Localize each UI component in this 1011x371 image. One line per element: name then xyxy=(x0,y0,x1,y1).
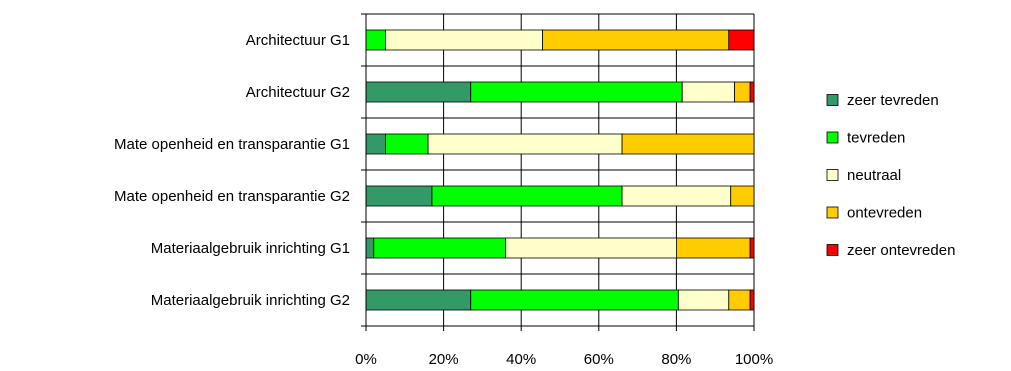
legend-swatch xyxy=(826,94,839,106)
legend-label: tevreden xyxy=(847,130,905,147)
bar-segment xyxy=(505,237,677,259)
bar-segment xyxy=(427,133,623,155)
bar-segment xyxy=(676,237,751,259)
category-label: Architectuur G1 xyxy=(246,32,350,49)
bar-segment xyxy=(728,29,755,51)
bar-segment xyxy=(621,133,755,155)
legend-swatch xyxy=(826,169,839,181)
legend-swatch xyxy=(826,206,839,219)
x-tick-label: 20% xyxy=(429,351,459,368)
bar-segment xyxy=(431,185,623,207)
bar-segment xyxy=(470,81,683,103)
legend: zeer tevreden tevreden neutraal ontevreden z… xyxy=(826,92,955,259)
x-tick-label: 40% xyxy=(506,351,536,368)
bar-segment xyxy=(730,185,755,207)
x-tick-label: 100% xyxy=(735,351,773,368)
legend-label: zeer tevreden xyxy=(847,92,939,109)
legend-swatch xyxy=(826,131,839,144)
bar-segment xyxy=(749,237,755,259)
bar-segment xyxy=(365,185,433,207)
legend-label: zeer ontevreden xyxy=(847,242,955,259)
bar-segment xyxy=(681,81,735,103)
category-label: Mate openheid en transparantie G2 xyxy=(114,188,350,205)
x-tick-label: 60% xyxy=(584,351,614,368)
bar-segment xyxy=(384,133,429,155)
bar-segment xyxy=(621,185,732,207)
category-label: Materiaalgebruik inrichting G2 xyxy=(151,292,350,309)
bar-segment xyxy=(365,237,375,259)
legend-label: neutraal xyxy=(847,167,901,184)
gridlines xyxy=(366,14,755,326)
legend-swatch xyxy=(826,244,839,256)
bar-segment xyxy=(677,289,730,311)
bar-segment xyxy=(734,81,751,103)
bar-segment xyxy=(470,289,679,311)
bar-segment xyxy=(542,29,730,51)
bar-segment xyxy=(749,289,755,311)
category-label: Architectuur G2 xyxy=(246,84,350,101)
bar-segment xyxy=(749,81,755,103)
bar-segment xyxy=(365,133,386,155)
category-label: Mate openheid en transparantie G1 xyxy=(114,136,350,153)
x-tick-label: 0% xyxy=(355,351,377,368)
axes xyxy=(361,13,755,331)
bar-segment xyxy=(365,289,472,311)
bars xyxy=(365,29,755,311)
category-labels: Architectuur G1 Architectuur G2 Mate openh… xyxy=(114,32,350,309)
bar-segment xyxy=(365,29,386,51)
x-tick-label: 80% xyxy=(661,351,691,368)
legend-label: ontevreden xyxy=(847,205,922,222)
bar-segment xyxy=(728,289,751,311)
bar-segment xyxy=(384,29,543,51)
bar-segment xyxy=(373,237,507,259)
bar-segment xyxy=(365,81,472,103)
x-tick-labels: 0% 20% 40% 60% 80% 100% xyxy=(355,351,773,368)
category-label: Materiaalgebruik inrichting G1 xyxy=(151,240,350,257)
